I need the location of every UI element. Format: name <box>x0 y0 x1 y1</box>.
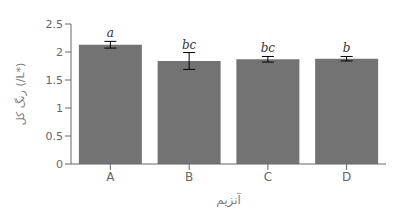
svg-text:b: b <box>343 41 351 55</box>
svg-text:C: C <box>264 170 272 184</box>
svg-text:2: 2 <box>56 46 63 59</box>
svg-text:D: D <box>342 170 351 184</box>
svg-text:bc: bc <box>182 38 197 52</box>
svg-text:1.5: 1.5 <box>46 74 64 87</box>
svg-text:رنگ کل (/L*): رنگ کل (/L*) <box>14 63 27 126</box>
svg-text:0: 0 <box>56 158 63 171</box>
svg-text:a: a <box>107 26 114 40</box>
svg-text:bc: bc <box>261 41 276 55</box>
svg-text:آنزیم: آنزیم <box>216 192 241 208</box>
svg-text:A: A <box>106 170 115 184</box>
svg-text:1: 1 <box>56 102 63 115</box>
svg-text:0.5: 0.5 <box>46 130 64 143</box>
svg-text:2.5: 2.5 <box>46 18 64 31</box>
svg-text:B: B <box>185 170 193 184</box>
